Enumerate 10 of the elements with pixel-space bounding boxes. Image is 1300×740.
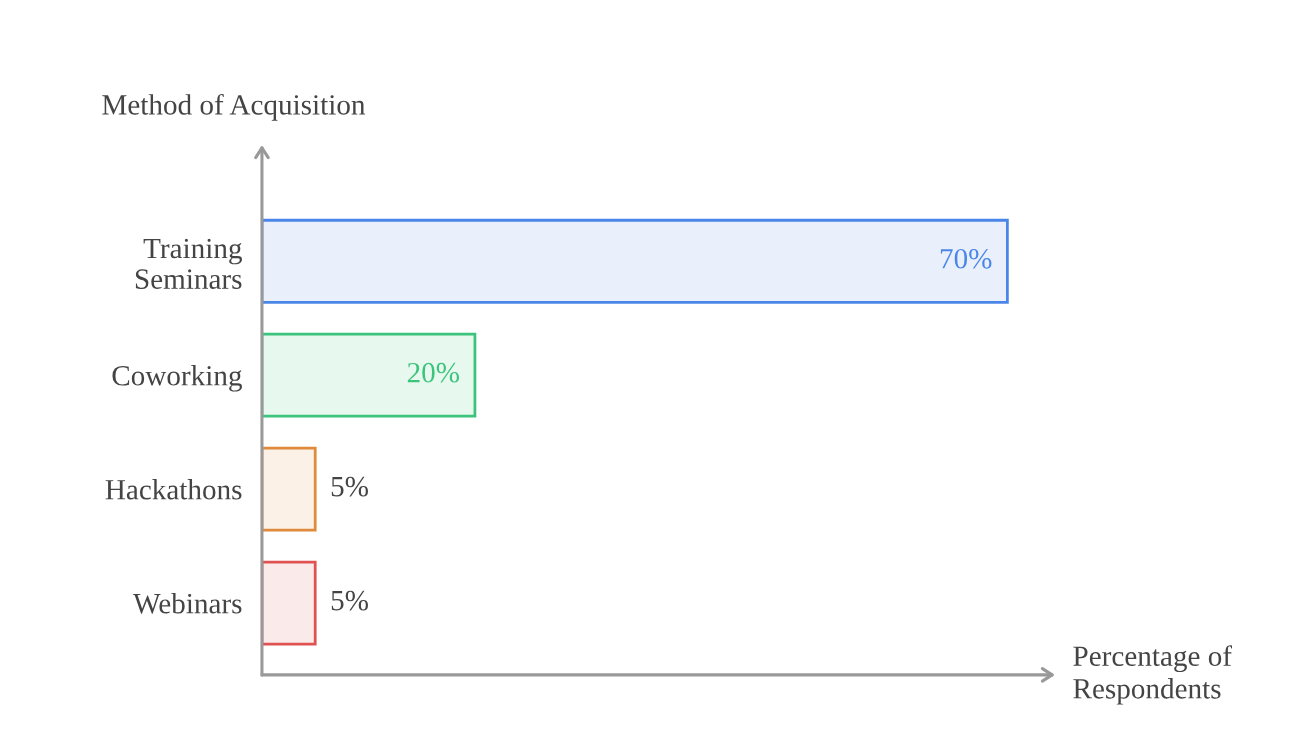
y-tick-label: Training Seminars xyxy=(135,238,242,289)
data-label: 5% xyxy=(331,476,368,497)
data-label: 5% xyxy=(331,590,368,611)
data-label: 70% xyxy=(940,248,992,269)
y-tick-label: Coworking xyxy=(112,365,242,392)
y-tick-label: Hackathons xyxy=(105,479,242,500)
x-axis-title: Percentage of Respondents xyxy=(1073,645,1233,705)
y-tick-label: Webinars xyxy=(133,592,242,614)
data-label: 20% xyxy=(407,362,460,383)
y-axis-title: Method of Acquisition xyxy=(102,93,366,121)
